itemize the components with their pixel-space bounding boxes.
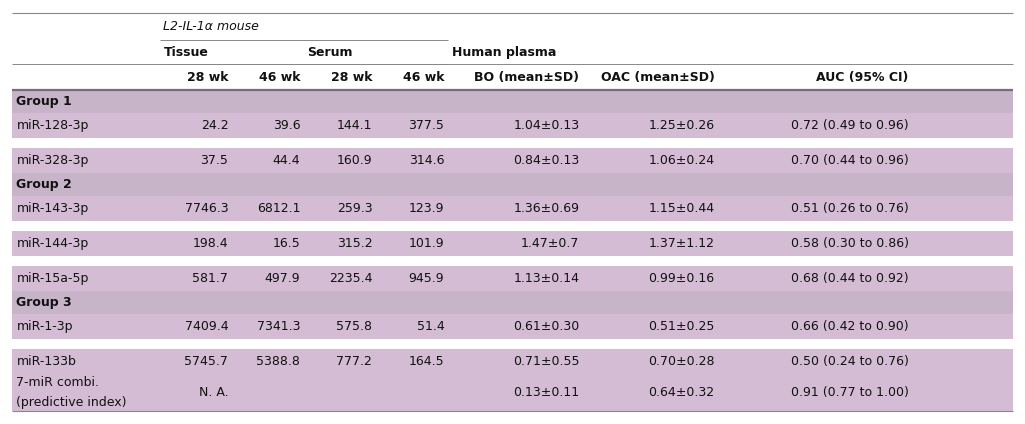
Text: 0.64±0.32: 0.64±0.32 <box>649 386 714 399</box>
Text: miR-128-3p: miR-128-3p <box>16 119 89 132</box>
Text: 575.8: 575.8 <box>336 320 372 333</box>
Text: 46 wk: 46 wk <box>403 71 445 84</box>
Text: 0.13±0.11: 0.13±0.11 <box>514 386 579 399</box>
Text: 164.5: 164.5 <box>409 355 445 368</box>
Text: AUC (95% CI): AUC (95% CI) <box>816 71 908 84</box>
Bar <box>12 113 1013 138</box>
Text: 123.9: 123.9 <box>409 202 445 215</box>
Text: 581.7: 581.7 <box>193 272 229 285</box>
Text: 7746.3: 7746.3 <box>184 202 229 215</box>
Bar <box>12 291 1013 314</box>
Text: 0.51 (0.26 to 0.76): 0.51 (0.26 to 0.76) <box>791 202 908 215</box>
Bar <box>12 221 1013 231</box>
Text: L2-IL-1α mouse: L2-IL-1α mouse <box>163 20 259 33</box>
Text: 0.70 (0.44 to 0.96): 0.70 (0.44 to 0.96) <box>791 154 908 167</box>
Text: 1.06±0.24: 1.06±0.24 <box>649 154 714 167</box>
Bar <box>12 314 1013 339</box>
Text: 0.84±0.13: 0.84±0.13 <box>514 154 579 167</box>
Text: 5388.8: 5388.8 <box>256 355 300 368</box>
Text: miR-143-3p: miR-143-3p <box>16 202 88 215</box>
Text: 1.36±0.69: 1.36±0.69 <box>514 202 579 215</box>
Text: 497.9: 497.9 <box>264 272 300 285</box>
Text: 6812.1: 6812.1 <box>257 202 300 215</box>
Bar <box>12 265 1013 291</box>
Text: 1.13±0.14: 1.13±0.14 <box>514 272 579 285</box>
Text: 945.9: 945.9 <box>409 272 445 285</box>
Text: 314.6: 314.6 <box>409 154 445 167</box>
Text: 7341.3: 7341.3 <box>257 320 300 333</box>
Text: 0.66 (0.42 to 0.90): 0.66 (0.42 to 0.90) <box>791 320 908 333</box>
Text: 0.61±0.30: 0.61±0.30 <box>514 320 579 333</box>
Bar <box>12 40 1013 64</box>
Bar <box>12 173 1013 196</box>
Text: 0.70±0.28: 0.70±0.28 <box>648 355 714 368</box>
Bar <box>12 339 1013 349</box>
Text: Tissue: Tissue <box>163 46 208 59</box>
Text: Group 1: Group 1 <box>16 95 72 108</box>
Bar <box>12 196 1013 221</box>
Text: N. A.: N. A. <box>199 386 229 399</box>
Text: 144.1: 144.1 <box>337 119 372 132</box>
Text: Human plasma: Human plasma <box>452 46 556 59</box>
Text: 1.37±1.12: 1.37±1.12 <box>649 237 714 250</box>
Text: 39.6: 39.6 <box>273 119 300 132</box>
Text: 44.4: 44.4 <box>273 154 300 167</box>
Text: 198.4: 198.4 <box>193 237 229 250</box>
Text: 7409.4: 7409.4 <box>184 320 229 333</box>
Text: Group 3: Group 3 <box>16 296 72 309</box>
Bar <box>12 148 1013 173</box>
Text: 46 wk: 46 wk <box>259 71 300 84</box>
Text: 28 wk: 28 wk <box>187 71 229 84</box>
Text: 0.51±0.25: 0.51±0.25 <box>648 320 714 333</box>
Bar <box>12 64 1013 90</box>
Text: 51.4: 51.4 <box>416 320 445 333</box>
Bar <box>12 374 1013 411</box>
Bar <box>12 256 1013 265</box>
Text: 1.47±0.7: 1.47±0.7 <box>521 237 579 250</box>
Text: 37.5: 37.5 <box>201 154 229 167</box>
Bar <box>12 13 1013 40</box>
Text: 1.15±0.44: 1.15±0.44 <box>649 202 714 215</box>
Text: 101.9: 101.9 <box>409 237 445 250</box>
Text: 16.5: 16.5 <box>273 237 300 250</box>
Text: 259.3: 259.3 <box>337 202 372 215</box>
Text: 0.72 (0.49 to 0.96): 0.72 (0.49 to 0.96) <box>791 119 908 132</box>
Text: miR-328-3p: miR-328-3p <box>16 154 89 167</box>
Text: 28 wk: 28 wk <box>331 71 372 84</box>
Text: 1.04±0.13: 1.04±0.13 <box>514 119 579 132</box>
Text: 0.50 (0.24 to 0.76): 0.50 (0.24 to 0.76) <box>790 355 908 368</box>
Text: 2235.4: 2235.4 <box>329 272 372 285</box>
Text: Group 2: Group 2 <box>16 178 72 191</box>
Text: miR-15a-5p: miR-15a-5p <box>16 272 89 285</box>
Text: 777.2: 777.2 <box>336 355 372 368</box>
Bar <box>12 349 1013 374</box>
Text: Serum: Serum <box>308 46 353 59</box>
Text: miR-1-3p: miR-1-3p <box>16 320 73 333</box>
Text: 1.25±0.26: 1.25±0.26 <box>649 119 714 132</box>
Text: 0.58 (0.30 to 0.86): 0.58 (0.30 to 0.86) <box>790 237 908 250</box>
Text: 160.9: 160.9 <box>337 154 372 167</box>
Text: OAC (mean±SD): OAC (mean±SD) <box>601 71 714 84</box>
Text: 24.2: 24.2 <box>201 119 229 132</box>
Text: 377.5: 377.5 <box>409 119 445 132</box>
Text: 0.99±0.16: 0.99±0.16 <box>649 272 714 285</box>
Text: miR-133b: miR-133b <box>16 355 76 368</box>
Text: 0.68 (0.44 to 0.92): 0.68 (0.44 to 0.92) <box>791 272 908 285</box>
Text: 0.71±0.55: 0.71±0.55 <box>512 355 579 368</box>
Bar <box>12 138 1013 148</box>
Text: 0.91 (0.77 to 1.00): 0.91 (0.77 to 1.00) <box>790 386 908 399</box>
Text: miR-144-3p: miR-144-3p <box>16 237 88 250</box>
Text: BO (mean±SD): BO (mean±SD) <box>475 71 579 84</box>
Text: (predictive index): (predictive index) <box>16 396 127 409</box>
Bar <box>12 231 1013 256</box>
Text: 5745.7: 5745.7 <box>184 355 229 368</box>
Text: 7-miR combi.: 7-miR combi. <box>16 376 99 389</box>
Text: 315.2: 315.2 <box>337 237 372 250</box>
Bar <box>12 90 1013 113</box>
